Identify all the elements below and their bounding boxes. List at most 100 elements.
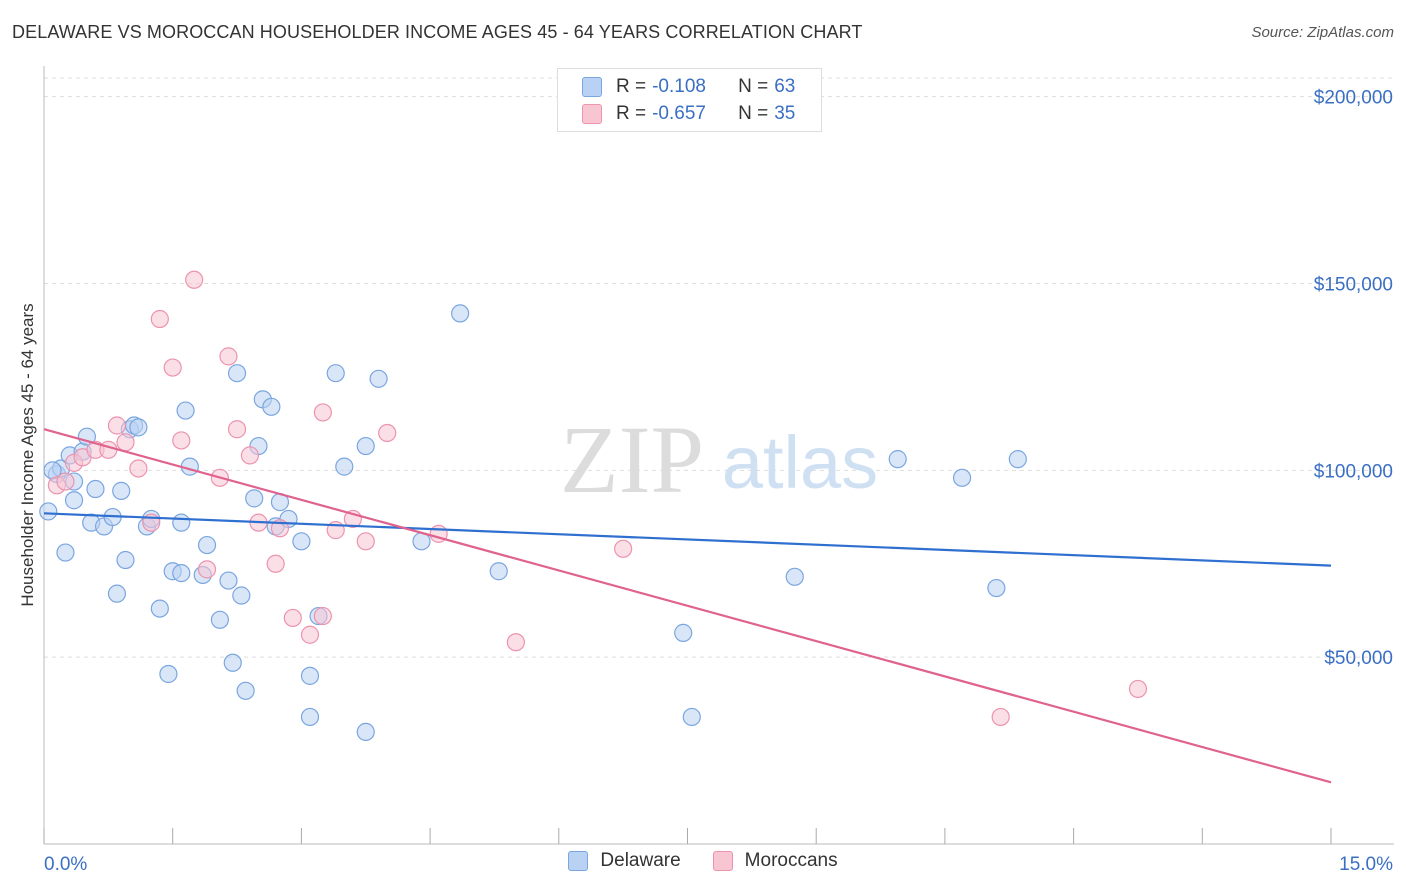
- delaware-point: [292, 532, 311, 551]
- moroccan-point: [266, 554, 285, 573]
- moroccan-point: [163, 358, 182, 377]
- moroccan-point: [185, 270, 204, 289]
- delaware-point: [300, 666, 320, 685]
- delaware-point: [335, 457, 354, 476]
- moroccan-point: [129, 459, 148, 478]
- delaware-point: [785, 567, 804, 586]
- delaware-point: [56, 543, 75, 562]
- delaware-point: [86, 479, 105, 499]
- y-tick-label: $150,000: [1314, 275, 1393, 296]
- moroccan-point: [197, 560, 217, 579]
- legend-label-delaware: Delaware: [600, 850, 681, 871]
- moroccans-swatch: [582, 104, 602, 124]
- tick-label-layer: $50,000 $100,000 $150,000 $200,000 0.0% 15.0%: [44, 88, 1393, 875]
- x-tick-label: 15.0%: [1339, 854, 1393, 875]
- moroccan-trend-line: [43, 428, 1332, 784]
- moroccan-point: [99, 440, 118, 459]
- x-tick-label: 0.0%: [44, 854, 87, 875]
- delaware-point: [112, 481, 131, 500]
- r-label: R =: [616, 76, 647, 97]
- legend-item-delaware[interactable]: Delaware: [568, 850, 681, 872]
- delaware-point: [326, 364, 345, 383]
- delaware-point: [262, 397, 281, 416]
- delaware-point: [172, 563, 191, 583]
- moroccan-point: [313, 403, 332, 422]
- moroccan-point: [219, 347, 238, 366]
- moroccan-point: [991, 707, 1010, 727]
- trend-layer: [43, 428, 1332, 784]
- moroccan-point: [227, 420, 247, 439]
- axis-layer: [43, 66, 1394, 845]
- delaware-point: [223, 653, 242, 672]
- delaware-point: [300, 707, 320, 727]
- n-label: N =: [738, 103, 769, 124]
- delaware-point: [159, 664, 178, 684]
- delaware-point: [952, 468, 972, 487]
- n-value: 63: [774, 76, 796, 97]
- watermark: ZIP atlas: [560, 406, 878, 513]
- delaware-point: [39, 502, 58, 521]
- chart-title: DELAWARE VS MOROCCAN HOUSEHOLDER INCOME …: [12, 22, 863, 42]
- moroccan-point: [283, 608, 302, 628]
- moroccan-point: [56, 472, 75, 491]
- watermark-atlas: atlas: [722, 421, 878, 504]
- delaware-point: [1008, 450, 1027, 469]
- points-layer: [39, 270, 1148, 742]
- delaware-swatch: [582, 77, 602, 97]
- moroccan-point: [150, 309, 169, 329]
- delaware-point: [369, 369, 388, 388]
- delaware-point: [674, 623, 693, 642]
- delaware-swatch: [568, 851, 589, 871]
- y-tick-label: $50,000: [1324, 648, 1393, 669]
- delaware-point: [232, 586, 251, 605]
- series-legend: Delaware Moroccans: [0, 850, 1406, 872]
- delaware-point: [682, 707, 701, 727]
- delaware-point: [888, 450, 907, 469]
- delaware-point: [107, 584, 127, 603]
- delaware-trend-line: [43, 512, 1332, 567]
- legend-item-moroccans[interactable]: Moroccans: [712, 850, 838, 872]
- delaware-point: [129, 418, 148, 437]
- moroccans-swatch: [712, 851, 733, 871]
- moroccan-point: [378, 423, 397, 443]
- legend-label-moroccans: Moroccans: [744, 850, 838, 871]
- r-value: -0.657: [652, 103, 706, 124]
- delaware-point: [227, 364, 247, 383]
- moroccan-point: [300, 625, 320, 644]
- delaware-point: [116, 550, 135, 570]
- delaware-point: [987, 578, 1006, 598]
- moroccan-point: [107, 416, 127, 435]
- moroccan-point: [356, 532, 375, 551]
- delaware-point: [236, 681, 255, 700]
- n-label: N =: [738, 76, 769, 97]
- y-tick-label: $200,000: [1314, 88, 1393, 109]
- delaware-point: [150, 599, 169, 618]
- delaware-point: [219, 571, 238, 590]
- delaware-point: [210, 610, 229, 629]
- moroccan-point: [506, 633, 526, 652]
- delaware-point: [64, 491, 84, 510]
- delaware-point: [356, 722, 375, 742]
- grid-layer: [44, 77, 1394, 658]
- correlation-legend: R = -0.108 N = 63 R = -0.657 N = 35: [557, 68, 822, 132]
- r-value: -0.108: [652, 76, 706, 97]
- delaware-point: [356, 436, 375, 456]
- chart-source: Source: ZipAtlas.com: [1251, 24, 1394, 41]
- legend-row-moroccans: R = -0.657 N = 35: [582, 101, 795, 127]
- moroccan-point: [116, 433, 135, 452]
- moroccan-point: [313, 606, 332, 626]
- legend-row-delaware: R = -0.108 N = 63: [582, 74, 795, 100]
- moroccan-point: [240, 446, 260, 465]
- watermark-zip: ZIP: [560, 406, 704, 513]
- delaware-point: [451, 304, 470, 323]
- delaware-point: [197, 535, 217, 555]
- moroccan-point: [172, 431, 191, 450]
- delaware-point: [489, 562, 508, 581]
- delaware-point: [176, 401, 195, 420]
- r-label: R =: [616, 103, 647, 124]
- moroccan-point: [614, 539, 633, 558]
- moroccan-point: [1128, 679, 1148, 699]
- delaware-point: [245, 489, 264, 508]
- n-value: 35: [774, 103, 796, 124]
